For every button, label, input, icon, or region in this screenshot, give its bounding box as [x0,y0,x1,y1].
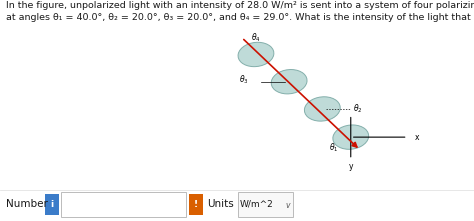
FancyBboxPatch shape [189,194,203,215]
FancyBboxPatch shape [45,194,59,215]
Ellipse shape [238,42,274,67]
Ellipse shape [304,97,340,121]
Text: $\theta_3$: $\theta_3$ [239,74,249,86]
FancyBboxPatch shape [238,192,293,217]
Text: $\theta_2$: $\theta_2$ [353,103,363,115]
Ellipse shape [271,70,307,94]
Text: i: i [51,200,54,209]
FancyBboxPatch shape [61,192,186,217]
Text: !: ! [194,200,198,209]
Text: at angles θ₁ = 40.0°, θ₂ = 20.0°, θ₃ = 20.0°, and θ₄ = 29.0°. What is the intens: at angles θ₁ = 40.0°, θ₂ = 20.0°, θ₃ = 2… [6,13,474,22]
Text: y: y [348,162,353,171]
Ellipse shape [333,125,369,149]
Text: x: x [415,133,419,142]
Text: W/m^2: W/m^2 [239,200,273,209]
Text: Units: Units [208,199,234,210]
Text: v: v [286,201,291,210]
Text: Number: Number [6,199,47,210]
Text: In the figure, unpolarized light with an intensity of 28.0 W/m² is sent into a s: In the figure, unpolarized light with an… [6,1,474,10]
Text: $\theta_4$: $\theta_4$ [251,31,261,44]
Text: $\theta_1$: $\theta_1$ [329,141,339,154]
